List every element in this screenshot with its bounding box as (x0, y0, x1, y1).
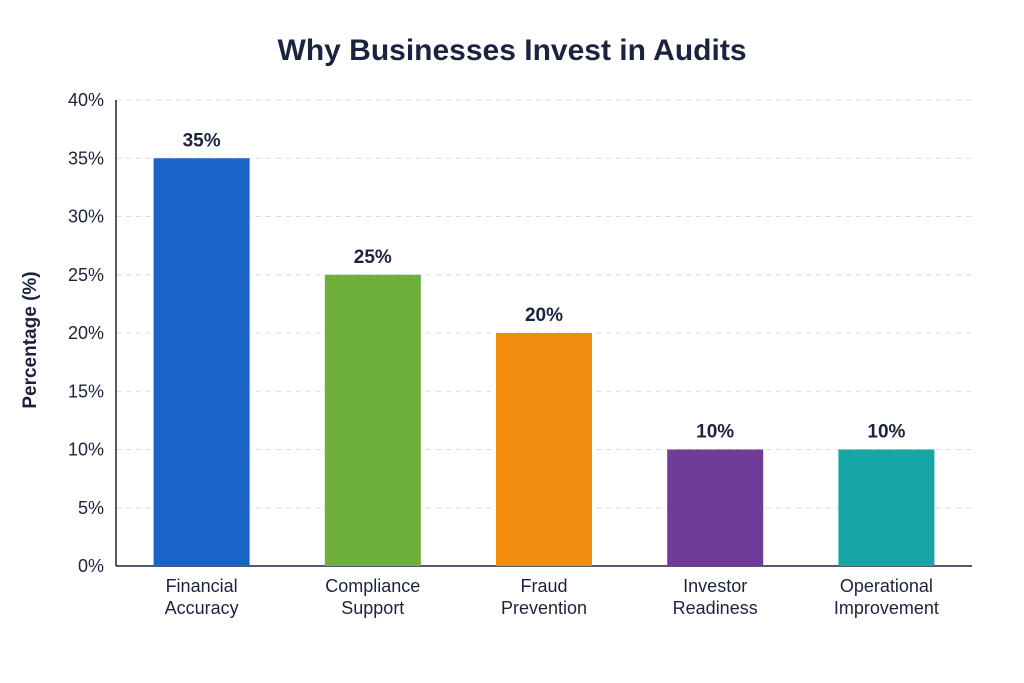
bar (838, 449, 935, 566)
bar (153, 158, 250, 566)
category-label: Investor (683, 576, 747, 596)
bars (153, 158, 935, 566)
y-tick-label: 40% (68, 90, 104, 110)
category-label: Readiness (673, 598, 758, 618)
bar (667, 449, 764, 566)
category-label: Fraud (520, 576, 567, 596)
bar (324, 274, 421, 566)
data-label: 35% (183, 130, 221, 151)
bar (496, 333, 592, 566)
category-label: Improvement (834, 598, 939, 618)
y-tick-label: 30% (68, 207, 104, 227)
y-tick-label: 5% (78, 498, 104, 518)
data-label: 20% (525, 305, 563, 326)
category-label: Financial (166, 576, 238, 596)
y-tick-label: 15% (68, 381, 104, 401)
data-label: 25% (354, 247, 392, 268)
data-label: 10% (696, 422, 734, 443)
y-tick-label: 25% (68, 265, 104, 285)
y-tick-label: 35% (68, 148, 104, 168)
data-labels: 35% 25% 20% 10% 10% (183, 130, 906, 442)
y-axis-title: Percentage (%) (20, 271, 41, 408)
category-label: Prevention (501, 598, 587, 618)
chart-title: Why Businesses Invest in Audits (277, 34, 747, 67)
data-label: 10% (867, 422, 905, 443)
y-tick-labels: 0% 5% 10% 15% 20% 25% 30% 35% 40% (68, 90, 104, 576)
y-tick-label: 20% (68, 323, 104, 343)
y-tick-label: 0% (78, 556, 104, 576)
category-label: Support (341, 598, 404, 618)
gridlines (116, 99, 972, 509)
y-tick-label: 10% (68, 440, 104, 460)
category-label: Operational (840, 576, 933, 596)
category-label: Accuracy (165, 598, 239, 618)
category-label: Compliance (325, 576, 420, 596)
